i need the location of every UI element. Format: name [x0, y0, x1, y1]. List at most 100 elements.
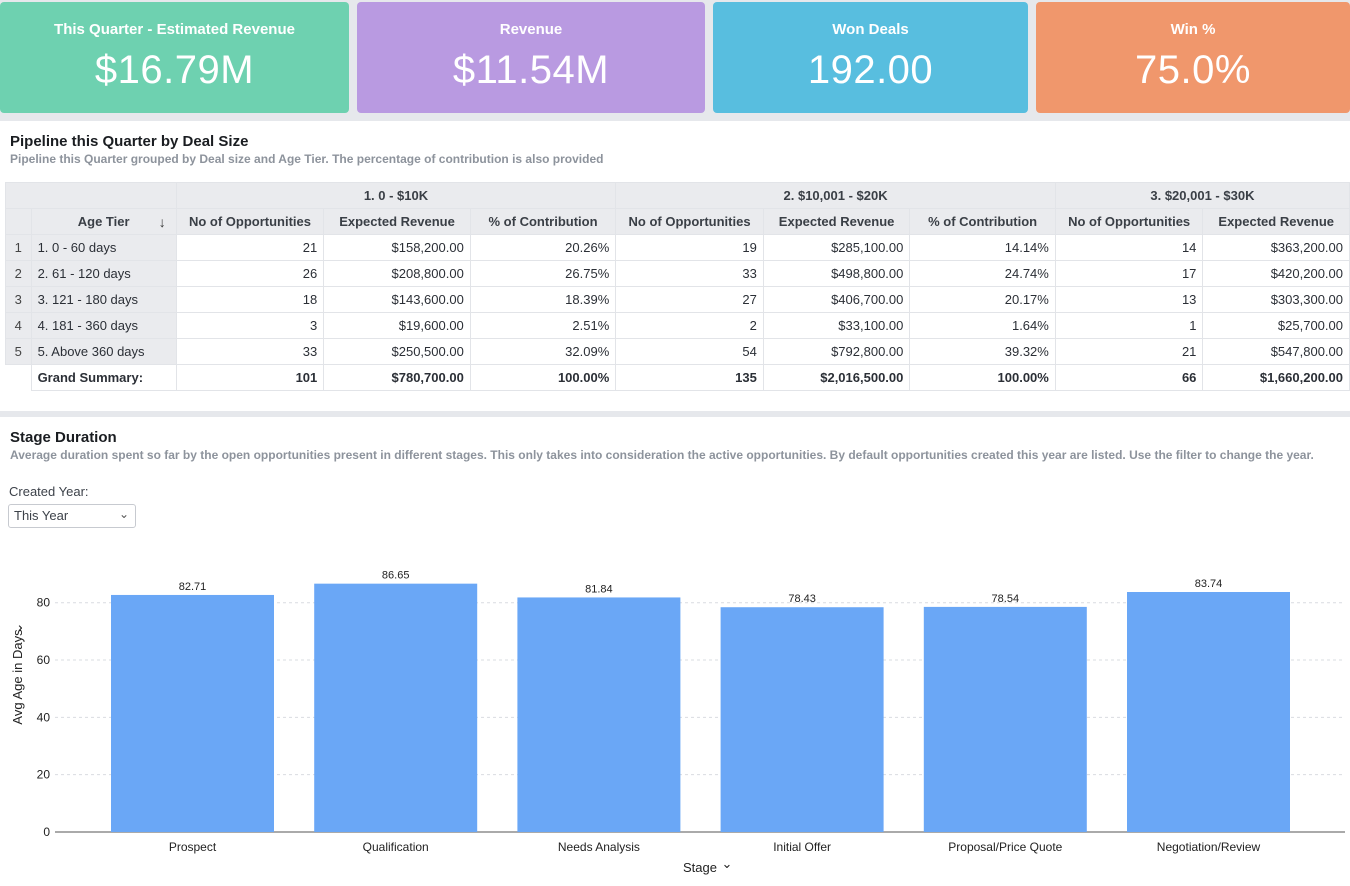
kpi-value: $11.54M: [452, 48, 610, 92]
bar-value-label: 81.84: [585, 583, 613, 595]
column-header[interactable]: No of Opportunities: [615, 208, 764, 235]
row-number: 5: [5, 338, 32, 365]
table-cell: 19: [615, 234, 764, 261]
table-cell: 33: [175, 338, 325, 365]
kpi-label: Win %: [1170, 21, 1216, 38]
kpi-value: 192.00: [807, 48, 934, 92]
bar-value-label: 82.71: [179, 581, 207, 593]
bar-value-label: 78.54: [992, 593, 1020, 605]
summary-row: Grand Summary: 101 $780,700.00 100.00% 135 $2…: [5, 364, 1350, 391]
table-cell: 20.26%: [469, 234, 617, 261]
stage-duration-panel: Stage Duration Average duration spent so…: [0, 417, 1350, 886]
table-cell: 26.75%: [469, 260, 617, 287]
table-cell: 18.39%: [469, 286, 617, 313]
table-cell: 27: [615, 286, 764, 313]
table-row[interactable]: 5 5. Above 360 days 33 $250,500.00 32.09% 54 $…: [5, 338, 1350, 365]
row-header-cell: 3. 121 - 180 days: [30, 286, 177, 313]
column-header[interactable]: No of Opportunities: [175, 208, 325, 235]
table-row[interactable]: 2 2. 61 - 120 days 26 $208,800.00 26.75% 33 $4…: [5, 260, 1350, 287]
x-tick-label: Qualification: [363, 840, 429, 854]
x-axis-title[interactable]: Stage: [683, 860, 717, 875]
table-cell: 26: [175, 260, 325, 287]
row-header-cell: 2. 61 - 120 days: [30, 260, 177, 287]
bar[interactable]: [720, 607, 884, 832]
rownum-header: [5, 208, 32, 235]
kpi-card-win-percent[interactable]: Win % 75.0%: [1036, 2, 1350, 113]
kpi-card-revenue[interactable]: Revenue $11.54M: [357, 2, 705, 113]
chevron-down-icon[interactable]: ⌄: [10, 623, 25, 634]
row-number: 3: [5, 286, 32, 313]
table-cell: $208,800.00: [323, 260, 471, 287]
table-row[interactable]: 1 1. 0 - 60 days 21 $158,200.00 20.26% 19 $285…: [5, 234, 1350, 261]
table-cell: $25,700.00: [1202, 312, 1350, 339]
x-tick-label: Initial Offer: [773, 840, 831, 854]
table-cell: $420,200.00: [1202, 260, 1350, 287]
bar[interactable]: [517, 597, 681, 832]
table-cell: 20.17%: [909, 286, 1056, 313]
table-cell: 18: [175, 286, 325, 313]
bar[interactable]: [111, 594, 274, 832]
column-header[interactable]: Expected Revenue: [323, 208, 471, 235]
table-cell: 1.64%: [909, 312, 1056, 339]
table-cell: $285,100.00: [762, 234, 911, 261]
pivot-table: 1. 0 - $10K 2. $10,001 - $20K 3. $20,001…: [5, 182, 1350, 391]
table-row[interactable]: 4 4. 181 - 360 days 3 $19,600.00 2.51% 2 $33,1…: [5, 312, 1350, 339]
table-cell: 14: [1054, 234, 1204, 261]
table-cell: 21: [175, 234, 325, 261]
y-tick-label: 60: [37, 653, 51, 667]
group-header[interactable]: 1. 0 - $10K: [175, 182, 617, 209]
sort-down-icon[interactable]: ↓: [158, 214, 166, 230]
kpi-label: Revenue: [499, 21, 563, 38]
row-number: [5, 364, 32, 391]
table-cell: 2.51%: [469, 312, 617, 339]
x-tick-label: Prospect: [169, 840, 217, 854]
bar[interactable]: [1127, 592, 1290, 832]
x-tick-label: Proposal/Price Quote: [948, 840, 1062, 854]
table-cell: 54: [615, 338, 764, 365]
row-header-cell: 1. 0 - 60 days: [30, 234, 177, 261]
chevron-down-icon: ⌄: [118, 507, 129, 521]
kpi-label: Won Deals: [832, 21, 909, 38]
table-cell: 17: [1054, 260, 1204, 287]
summary-cell: 101: [175, 364, 325, 391]
kpi-card-estimated-revenue[interactable]: This Quarter - Estimated Revenue $16.79M: [0, 2, 349, 113]
bar[interactable]: [923, 606, 1087, 832]
row-number: 2: [5, 260, 32, 287]
column-header[interactable]: % of Contribution: [469, 208, 617, 235]
y-axis-title[interactable]: Avg Age in Days: [10, 629, 25, 725]
x-tick-label: Negotiation/Review: [1157, 840, 1261, 854]
group-header[interactable]: 3. $20,001 - $30K: [1054, 182, 1350, 209]
column-header[interactable]: Expected Revenue: [1202, 208, 1350, 235]
table-cell: $792,800.00: [762, 338, 911, 365]
y-tick-label: 0: [43, 825, 50, 839]
column-header[interactable]: No of Opportunities: [1054, 208, 1204, 235]
group-header[interactable]: 2. $10,001 - $20K: [615, 182, 1056, 209]
panel-title: Pipeline this Quarter by Deal Size: [10, 133, 249, 150]
summary-label: Grand Summary:: [30, 364, 177, 391]
table-cell: $406,700.00: [762, 286, 911, 313]
y-tick-label: 20: [37, 768, 51, 782]
stage-duration-chart: 82.71 86.65 81.84 78.43 78.54 83.74 0 20 40 60 80…: [10, 570, 1345, 875]
pivot-corner: [5, 182, 177, 209]
select-value: This Year: [14, 508, 69, 523]
table-row[interactable]: 3 3. 121 - 180 days 18 $143,600.00 18.39% 27 $…: [5, 286, 1350, 313]
column-header[interactable]: % of Contribution: [909, 208, 1056, 235]
kpi-value: 75.0%: [1135, 48, 1251, 92]
bar[interactable]: [314, 583, 478, 832]
kpi-card-won-deals[interactable]: Won Deals 192.00: [713, 2, 1028, 113]
bar-value-label: 83.74: [1195, 578, 1223, 590]
table-cell: 1: [1054, 312, 1204, 339]
row-number: 4: [5, 312, 32, 339]
kpi-row: This Quarter - Estimated Revenue $16.79M…: [0, 2, 1350, 113]
column-header-age-tier[interactable]: Age Tier ↓: [30, 208, 177, 235]
summary-cell: $780,700.00: [323, 364, 471, 391]
table-cell: $33,100.00: [762, 312, 911, 339]
created-year-select[interactable]: This Year ⌄: [8, 504, 136, 528]
column-header[interactable]: Expected Revenue: [762, 208, 911, 235]
chevron-down-icon[interactable]: ⌄: [722, 856, 733, 871]
pivot-table-viewport[interactable]: 1. 0 - $10K 2. $10,001 - $20K 3. $20,001…: [5, 182, 1350, 394]
table-cell: $250,500.00: [323, 338, 471, 365]
panel-subtitle: Pipeline this Quarter grouped by Deal si…: [10, 152, 604, 166]
summary-cell: $2,016,500.00: [762, 364, 911, 391]
table-cell: 14.14%: [909, 234, 1056, 261]
